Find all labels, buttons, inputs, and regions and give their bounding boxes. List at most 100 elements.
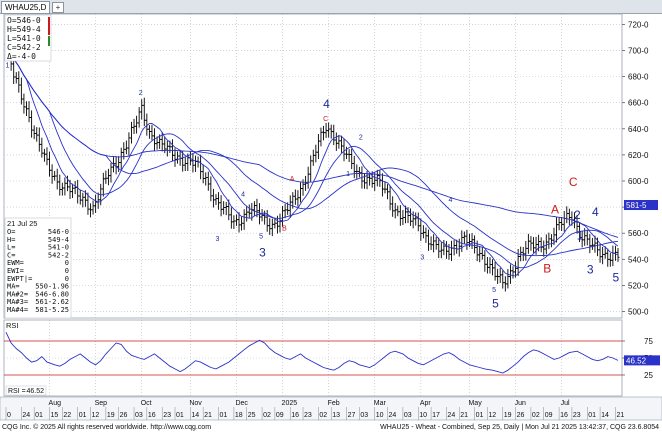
price-tick-label: 700-0: [628, 47, 649, 56]
price-panel: [3, 13, 623, 319]
data-window-value: 549-4: [48, 236, 69, 244]
month-label: Sep: [95, 400, 108, 407]
data-window-value: 0: [65, 259, 69, 267]
wave-label-2: 2: [139, 90, 143, 97]
last-price-tag: 581-5: [624, 200, 658, 211]
wave-label-3: 3: [587, 263, 594, 277]
data-window-label: L=: [7, 244, 15, 252]
month-label: Feb: [328, 400, 340, 407]
wave-label-A: A: [551, 203, 559, 217]
day-label: 12: [92, 412, 100, 419]
data-window-label: MA#3=: [7, 298, 28, 306]
day-label: 09: [276, 412, 284, 419]
wave-label-C: C: [569, 175, 578, 189]
day-label: 14: [601, 412, 609, 419]
wave-label-2: 2: [574, 208, 581, 222]
rsi-line: [5, 332, 619, 374]
day-label: 0: [7, 412, 11, 419]
chart-tab-whau25[interactable]: WHAU25,D: [1, 1, 51, 14]
wave-label-1: 1: [577, 229, 584, 243]
day-label: 01: [79, 412, 87, 419]
wave-label-4: 4: [449, 197, 453, 204]
time-labels: Aug Sep Oct Nov Dec 2025 Feb Mar Apr May Jun Jul 0 24…: [5, 400, 624, 420]
wave-label-3: 3: [420, 254, 424, 261]
day-label: 03: [135, 412, 143, 419]
data-window-label: O=: [7, 228, 15, 236]
month-label: Aug: [49, 400, 62, 407]
quote-box-bg: [4, 14, 52, 62]
data-window-value: 0: [65, 275, 69, 283]
rsi-tick-label: 25: [644, 371, 653, 380]
day-label: 16: [560, 412, 568, 419]
price-tick-label: 540-0: [628, 255, 649, 264]
wave-label-B: B: [543, 261, 551, 275]
price-tick-label: 720-0: [628, 20, 649, 29]
last-price-bg: [624, 200, 658, 211]
month-label: Jul: [561, 400, 570, 407]
data-window-bg: [4, 217, 72, 319]
day-label: 14: [191, 412, 199, 419]
rsi-last-tag: 46.52: [624, 355, 660, 366]
day-label: 02: [319, 412, 327, 419]
price-tick-label: 500-0: [628, 307, 649, 316]
wave-label-4: 4: [241, 192, 245, 199]
wave-label-3: 3: [259, 246, 266, 260]
ma-line-2: [5, 43, 619, 269]
day-label: 02: [263, 412, 271, 419]
price-tick-label: 520-0: [628, 281, 649, 290]
day-label: 26: [120, 412, 128, 419]
chart-tab-bar: WHAU25,D +: [0, 0, 662, 14]
price-axis: 720-0700-0680-0660-0640-0620-0600-0580-0…: [622, 20, 649, 316]
quote-row: O=546-0: [7, 16, 41, 25]
price-grid: [4, 14, 622, 396]
data-window-label: MA#4=: [7, 306, 28, 314]
day-label: 23: [573, 412, 581, 419]
data-window-value: 550-1.96: [35, 283, 69, 291]
rsi-last-label: 46.52: [626, 356, 647, 365]
price-tick-label: 640-0: [628, 125, 649, 134]
data-window-label: C=: [7, 251, 15, 259]
month-label: Dec: [235, 400, 248, 407]
data-window-label: MA=: [7, 283, 20, 291]
day-label: 26: [517, 412, 525, 419]
day-label: 22: [63, 412, 71, 419]
day-label: 21: [204, 412, 212, 419]
month-label: Apr: [420, 400, 432, 407]
data-window-value: 0: [65, 267, 69, 275]
wave-label-5: 5: [612, 270, 619, 284]
wave-label-5: 5: [492, 287, 496, 294]
day-label: 10: [419, 412, 427, 419]
day-label: 09: [545, 412, 553, 419]
day-label: 18: [235, 412, 243, 419]
day-label: 27: [348, 412, 356, 419]
last-price-label: 581-5: [626, 201, 647, 210]
data-window-label: H=: [7, 236, 15, 244]
data-window-value: 561-2.62: [35, 298, 69, 306]
rsi-value: 46.52: [26, 388, 44, 395]
wave-label-4: 4: [323, 97, 330, 111]
data-window-value: 542-2: [48, 251, 69, 259]
day-label: 10: [376, 412, 384, 419]
day-label: 01: [588, 412, 596, 419]
day-label: 15: [51, 412, 59, 419]
rsi-label: RSI: [6, 321, 19, 330]
rsi-last-bg: [624, 355, 660, 366]
day-label: 23: [304, 412, 312, 419]
ma-line-3: [5, 43, 619, 257]
day-label: 01: [476, 412, 484, 419]
quote-row: C=542-2: [7, 43, 41, 52]
price-tick-label: 620-0: [628, 151, 649, 160]
day-label: 17: [432, 412, 440, 419]
wave-label-5: 5: [259, 233, 263, 240]
day-label: 21: [616, 412, 624, 419]
add-tab-button[interactable]: +: [52, 2, 64, 13]
wave-label-B: B: [282, 226, 287, 233]
wave-label-C: C: [323, 116, 328, 123]
day-label: 24: [389, 412, 397, 419]
price-tick-label: 560-0: [628, 229, 649, 238]
day-label: 16: [291, 412, 299, 419]
ma-line-1: [5, 43, 619, 277]
ma-line-4: [5, 43, 619, 238]
